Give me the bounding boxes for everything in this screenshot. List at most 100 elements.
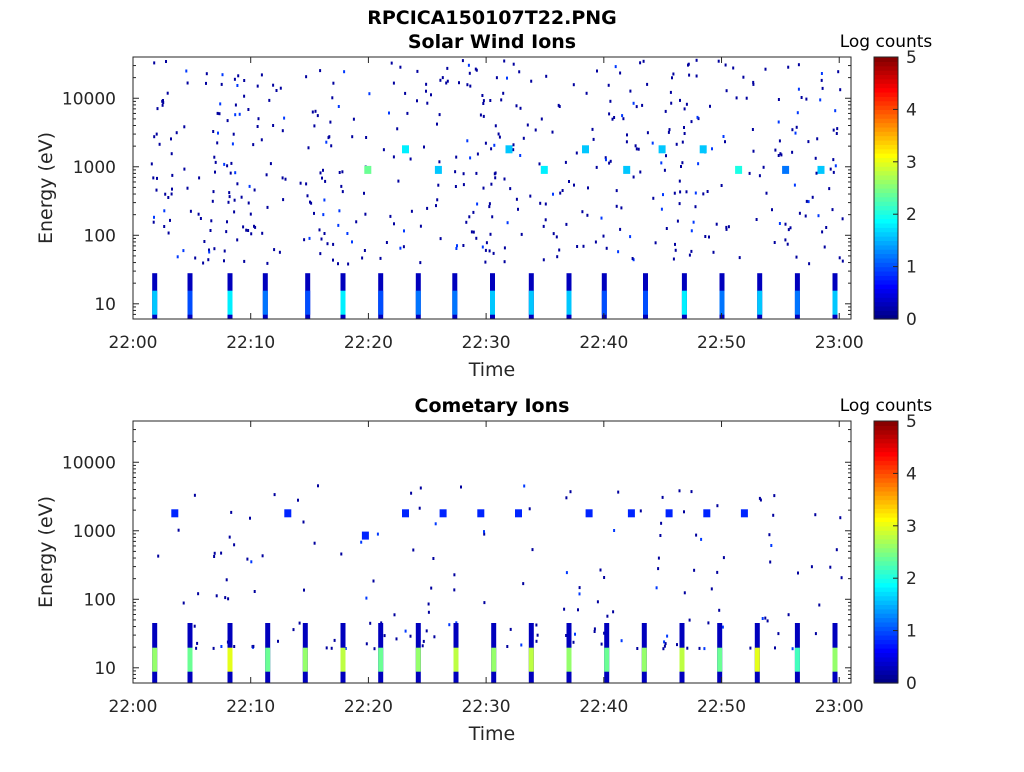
count-pixel xyxy=(282,198,285,202)
count-pixel xyxy=(425,629,428,633)
colorbar-tick-label: 0 xyxy=(906,674,917,694)
count-pixel xyxy=(430,586,433,590)
burst-core xyxy=(265,647,271,672)
colorbar-segment xyxy=(874,486,898,492)
colorbar-segment xyxy=(874,218,898,224)
count-pixel xyxy=(482,114,485,118)
count-pixel xyxy=(687,62,690,66)
count-pixel xyxy=(448,623,451,627)
count-pixel xyxy=(323,198,326,202)
figure-title: RPCICA150107T22.PNG xyxy=(367,7,617,29)
y-tick-label: 10 xyxy=(94,659,116,679)
count-pixel xyxy=(322,168,324,172)
count-pixel xyxy=(209,229,212,232)
count-pixel xyxy=(777,632,780,636)
colorbar-segment xyxy=(874,126,898,132)
count-pixel xyxy=(243,259,246,263)
colorbar-segment xyxy=(874,196,898,202)
low-energy-burst xyxy=(490,273,495,319)
count-pixel xyxy=(183,125,186,129)
count-pixel xyxy=(281,176,284,180)
plot-frame xyxy=(132,420,852,684)
count-pixel xyxy=(261,231,264,235)
colorbar-segment xyxy=(874,591,898,597)
low-energy-burst xyxy=(415,623,421,683)
count-pixel xyxy=(663,640,666,644)
energy-band xyxy=(284,509,292,518)
count-pixel xyxy=(544,202,547,206)
colorbar-segment xyxy=(874,270,898,276)
panel-cometary-ions: 22:00 22:10 22:20 22:30 22:40 22:50 23:0010100… xyxy=(35,395,932,745)
count-pixel xyxy=(749,646,752,650)
x-tick-label: 22:30 xyxy=(462,333,511,353)
count-pixel xyxy=(257,117,260,121)
count-pixel xyxy=(679,190,682,194)
burst-core xyxy=(340,290,346,315)
count-pixel xyxy=(236,182,239,186)
count-pixel xyxy=(195,646,198,650)
colorbar-segment xyxy=(874,534,898,540)
colorbar-segment xyxy=(874,205,898,211)
count-pixel xyxy=(490,182,493,186)
count-pixel xyxy=(212,646,215,650)
colorbar-segment xyxy=(874,188,898,193)
burst-core xyxy=(604,647,610,672)
colorbar-segment xyxy=(874,665,898,671)
low-energy-burst xyxy=(604,623,610,683)
colorbar-segment xyxy=(874,451,898,457)
count-pixel xyxy=(758,174,761,178)
count-pixel xyxy=(495,76,498,80)
count-pixel xyxy=(430,93,432,97)
count-pixel xyxy=(538,162,541,166)
count-pixel xyxy=(341,170,344,174)
count-pixel xyxy=(594,240,597,244)
count-pixel xyxy=(552,232,555,236)
colorbar-segment xyxy=(874,543,898,549)
colorbar-segment xyxy=(874,231,898,237)
energy-band xyxy=(623,165,631,174)
count-pixel xyxy=(672,72,675,76)
count-pixel xyxy=(724,140,726,144)
colorbar-segment xyxy=(874,586,898,592)
energy-band xyxy=(439,509,447,518)
count-pixel xyxy=(595,165,598,169)
count-pixel xyxy=(840,576,843,580)
count-pixel xyxy=(216,141,219,145)
count-pixel xyxy=(219,102,222,106)
count-pixel xyxy=(720,184,723,187)
count-pixel xyxy=(223,249,226,253)
count-pixel xyxy=(611,117,614,121)
colorbar-segment xyxy=(874,604,898,610)
count-pixel xyxy=(167,231,170,235)
burst-core xyxy=(415,647,421,672)
count-pixel xyxy=(814,156,817,160)
count-pixel xyxy=(402,245,405,249)
count-pixel xyxy=(393,222,395,226)
count-pixel xyxy=(592,137,595,141)
count-pixel xyxy=(399,246,402,250)
count-pixel xyxy=(212,130,215,133)
count-pixel xyxy=(674,242,676,246)
count-pixel xyxy=(226,119,229,123)
count-pixel xyxy=(690,249,693,253)
colorbar-segment xyxy=(874,139,898,145)
count-pixel xyxy=(230,510,233,514)
count-pixel xyxy=(722,135,725,138)
count-pixel xyxy=(483,601,486,605)
colorbar-segment xyxy=(874,429,898,435)
count-pixel xyxy=(177,528,180,532)
count-pixel xyxy=(311,110,314,114)
count-pixel xyxy=(707,621,710,625)
count-pixel xyxy=(364,212,367,216)
count-pixel xyxy=(156,176,158,180)
colorbar-segment xyxy=(874,517,898,523)
count-pixel xyxy=(333,638,336,642)
count-pixel xyxy=(703,647,706,651)
count-pixel xyxy=(307,146,310,150)
count-pixel xyxy=(254,225,257,229)
count-pixel xyxy=(306,194,309,198)
count-pixel xyxy=(619,227,622,231)
colorbar-segment xyxy=(874,214,898,220)
count-pixel xyxy=(702,192,705,196)
